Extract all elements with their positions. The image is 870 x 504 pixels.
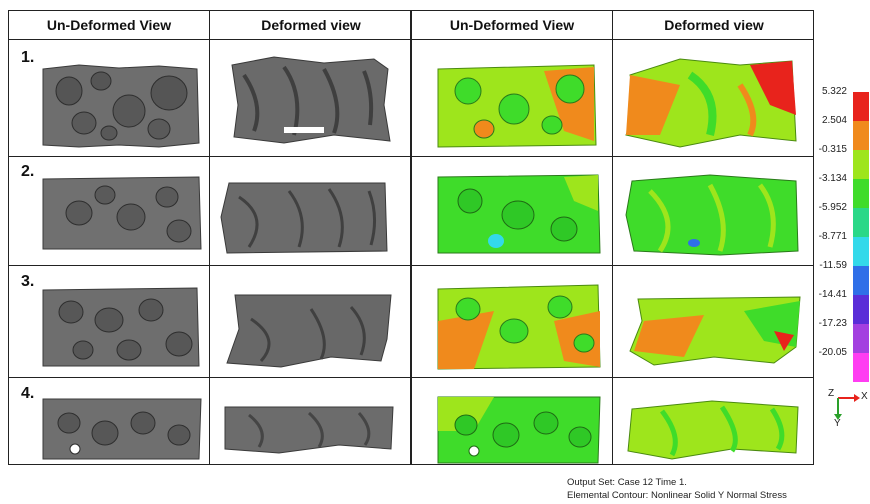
grey-undeformed-model-4 [39, 393, 204, 463]
grey-model-panel: Un-Deformed View Deformed view 1. 2. 3. … [8, 10, 411, 465]
grey-deformed-model-1 [224, 55, 394, 147]
grey-deformed-model-4 [219, 401, 397, 457]
row-divider [9, 377, 410, 378]
contour-model-panel: Un-Deformed View Deformed view [411, 10, 814, 465]
contour-description-label: Elemental Contour: Nonlinear Solid Y Nor… [567, 490, 787, 501]
model-image [226, 294, 392, 368]
axis-label-y: Y [834, 418, 841, 429]
legend-color-block [853, 121, 869, 150]
model-image [42, 176, 202, 250]
legend-color-block [853, 295, 869, 324]
legend-color-block [853, 179, 869, 208]
model-image [629, 296, 801, 366]
column-divider [209, 11, 210, 464]
axis-triad-icon [834, 394, 860, 420]
row-label-1: 1. [21, 49, 35, 66]
model-image [625, 174, 799, 256]
model-image [42, 64, 200, 148]
header-undeformed-left: Un-Deformed View [46, 17, 172, 33]
grey-undeformed-model-2 [39, 173, 204, 253]
model-image [437, 396, 601, 464]
grey-undeformed-model-3 [39, 284, 201, 370]
model-image [42, 398, 202, 460]
legend-color-block [853, 353, 869, 382]
axis-triad: Z X Y [826, 388, 870, 429]
model-image [437, 174, 601, 254]
legend-label: -17.23 [818, 318, 847, 329]
legend-color-block [853, 208, 869, 237]
legend-label: -0.315 [818, 144, 847, 155]
contour-undeformed-model-2 [434, 171, 602, 257]
column-divider [612, 11, 613, 464]
model-image [231, 56, 391, 144]
row-label-2: 2. [21, 163, 35, 180]
row-label-3: 3. [21, 273, 35, 290]
row-divider [9, 265, 410, 266]
contour-deformed-model-2 [620, 171, 802, 259]
contour-undeformed-model-4 [434, 391, 604, 469]
legend-color-block [853, 266, 869, 295]
header-undeformed-right: Un-Deformed View [449, 17, 575, 33]
legend-color-block [853, 150, 869, 179]
legend-label: -14.41 [818, 289, 847, 300]
legend-color-block [853, 92, 869, 121]
model-image [625, 58, 797, 148]
row-divider [412, 265, 813, 266]
legend-label: 2.504 [821, 115, 847, 126]
legend-label: -11.59 [819, 260, 847, 271]
header-deformed-left: Deformed view [261, 17, 361, 33]
model-image [437, 284, 601, 370]
legend-label: -20.05 [818, 347, 847, 358]
row-divider [412, 39, 813, 40]
row-divider [9, 39, 410, 40]
legend-label: 5.322 [821, 86, 847, 97]
row-divider [9, 156, 410, 157]
header-deformed-right: Deformed view [664, 17, 764, 33]
contour-undeformed-model-1 [434, 61, 599, 151]
grey-deformed-model-2 [219, 177, 391, 257]
axis-label-x: X [861, 391, 868, 402]
contour-deformed-model-1 [620, 55, 800, 151]
legend-label: -5.952 [818, 202, 847, 213]
model-image [220, 182, 388, 254]
legend-color-block [853, 324, 869, 353]
contour-deformed-model-3 [624, 291, 804, 371]
row-divider [412, 377, 813, 378]
legend-label: -8.771 [818, 231, 847, 242]
legend-label: -3.134 [818, 173, 847, 184]
axis-label-z: Z [828, 388, 835, 399]
row-divider [412, 156, 813, 157]
legend-color-block [853, 237, 869, 266]
contour-deformed-model-4 [622, 397, 804, 463]
contour-undeformed-model-3 [434, 281, 602, 373]
model-image [224, 406, 394, 454]
model-image [42, 287, 200, 367]
model-image [437, 64, 597, 148]
row-label-4: 4. [21, 385, 35, 402]
grey-undeformed-model-1 [39, 63, 201, 149]
output-set-label: Output Set: Case 12 Time 1. [567, 477, 687, 488]
grey-deformed-model-3 [221, 289, 396, 371]
stress-color-legend: 5.322 2.504 -0.315 -3.134 -5.952 -8.771 … [819, 86, 869, 382]
model-image [627, 400, 799, 460]
